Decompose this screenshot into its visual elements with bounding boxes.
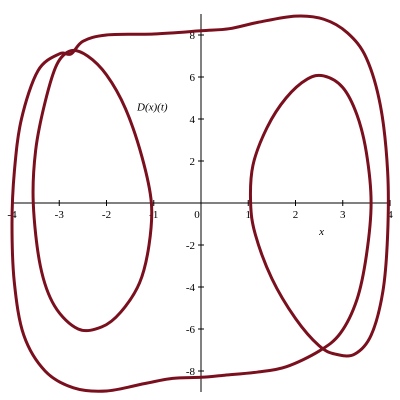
x-tick-label: 1 <box>246 209 252 221</box>
y-tick-label: 6 <box>190 72 196 84</box>
series-line-1 <box>31 48 154 333</box>
ticks <box>11 34 391 372</box>
y-tick-label: 2 <box>190 156 196 168</box>
x-tick-label: 3 <box>340 209 346 221</box>
y-tick-label: 8 <box>190 30 196 42</box>
x-tick-label: 4 <box>387 209 393 221</box>
y-tick-label: -8 <box>186 366 196 378</box>
x-tick-label: 0 <box>194 209 200 221</box>
x-tick-label: -3 <box>55 209 65 221</box>
y-axis-label: D(x)(t) <box>136 102 168 114</box>
y-tick-label: -2 <box>186 240 195 252</box>
series-group <box>10 14 390 393</box>
x-axis-label: x <box>318 226 324 238</box>
x-tick-label: -1 <box>149 209 158 221</box>
y-tick-label: 4 <box>190 114 196 126</box>
y-tick-label: -4 <box>186 282 196 294</box>
y-tick-label: -6 <box>186 324 196 336</box>
series-line-2 <box>10 14 390 393</box>
x-tick-label: 2 <box>293 209 299 221</box>
x-tick-label: -2 <box>102 209 111 221</box>
